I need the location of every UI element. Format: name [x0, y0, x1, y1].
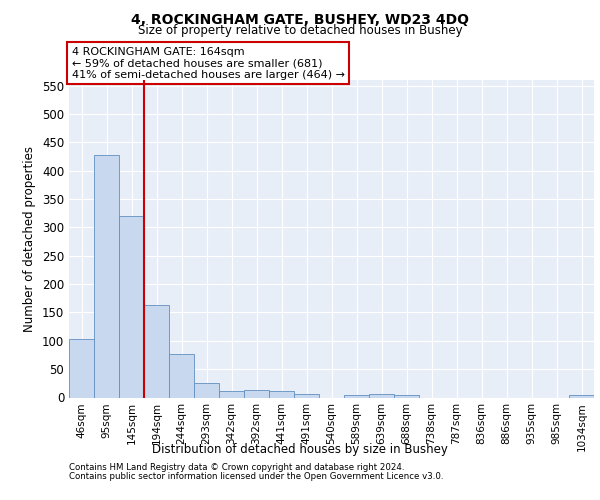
Text: Contains HM Land Registry data © Crown copyright and database right 2024.: Contains HM Land Registry data © Crown c… — [69, 464, 404, 472]
Bar — [269, 392, 294, 398]
Bar — [569, 394, 594, 398]
Text: Size of property relative to detached houses in Bushey: Size of property relative to detached ho… — [137, 24, 463, 37]
Text: 4, ROCKINGHAM GATE, BUSHEY, WD23 4DQ: 4, ROCKINGHAM GATE, BUSHEY, WD23 4DQ — [131, 12, 469, 26]
Text: Distribution of detached houses by size in Bushey: Distribution of detached houses by size … — [152, 442, 448, 456]
Text: Contains public sector information licensed under the Open Government Licence v3: Contains public sector information licen… — [69, 472, 443, 481]
Bar — [194, 383, 219, 398]
Bar — [94, 155, 119, 398]
Bar — [369, 394, 394, 398]
Y-axis label: Number of detached properties: Number of detached properties — [23, 146, 37, 332]
Bar — [119, 216, 144, 398]
Bar — [144, 305, 169, 398]
Bar — [69, 339, 94, 398]
Text: 4 ROCKINGHAM GATE: 164sqm
← 59% of detached houses are smaller (681)
41% of semi: 4 ROCKINGHAM GATE: 164sqm ← 59% of detac… — [71, 47, 344, 80]
Bar — [219, 392, 244, 398]
Bar — [244, 390, 269, 398]
Bar — [294, 394, 319, 398]
Bar — [394, 394, 419, 398]
Bar — [169, 354, 194, 398]
Bar — [344, 394, 369, 398]
